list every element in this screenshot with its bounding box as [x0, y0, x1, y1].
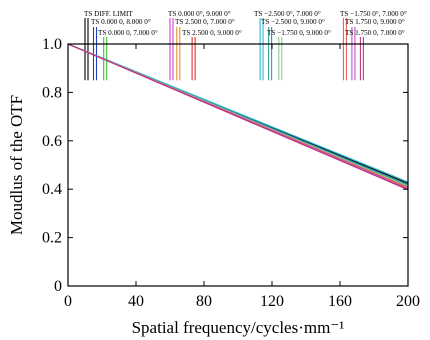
legend-label: TS −1.750 0°, 7.000 0° — [340, 10, 407, 18]
y-tick-label: 1.0 — [42, 36, 62, 53]
legend-label: TS 2.500 0, 9.000 0° — [182, 29, 242, 37]
legend-label: TS 1.750 0, 9.000 0° — [345, 18, 405, 26]
y-axis-title: Moudlus of the OTF — [7, 95, 26, 235]
x-tick-label: 120 — [260, 293, 284, 310]
series-lines — [67, 43, 409, 191]
y-tick-label: 0 — [54, 278, 62, 295]
x-tick-label: 80 — [196, 293, 212, 310]
legend-label: TS 2.500 0, 7.000 0° — [175, 18, 235, 26]
legend-label: TS −1.750 0, 9.000 0° — [267, 29, 331, 37]
y-tick-label: 0.2 — [42, 230, 62, 247]
x-tick-label: 200 — [396, 293, 420, 310]
legend-label: TS 0.000 0, 7.000 0° — [98, 29, 158, 37]
x-axis-title: Spatial frequency/cycles·mm⁻¹ — [132, 318, 345, 337]
legend-label: TS DIFF. LIMIT — [84, 10, 133, 18]
x-tick-label: 40 — [128, 293, 144, 310]
plot-frame — [67, 43, 409, 287]
legend-label: TS 1.750 0, 7.000 0° — [345, 29, 405, 37]
legend-label: TS −2.500 0°, 7.000 0° — [254, 10, 321, 18]
axis-ticks: 0 40 80 120 160 200 0 0.2 0.4 0.6 0.8 1.0 — [42, 36, 420, 310]
legend-label: TS 0.000 0, 8.000 0° — [91, 18, 151, 26]
y-tick-label: 0.6 — [42, 133, 62, 150]
legend-label: TS 0.000 0°, 9.000 0° — [168, 10, 231, 18]
series-line — [67, 43, 409, 191]
x-tick-label: 0 — [64, 293, 72, 310]
y-tick-label: 0.4 — [42, 181, 62, 198]
x-tick-label: 160 — [328, 293, 352, 310]
y-tick-label: 0.8 — [42, 84, 62, 101]
legend-label: TS −2.500 0, 9.000 0° — [261, 18, 325, 26]
